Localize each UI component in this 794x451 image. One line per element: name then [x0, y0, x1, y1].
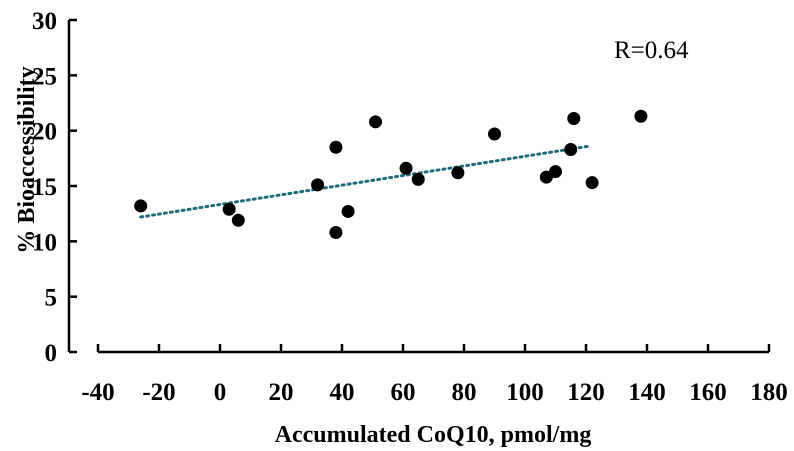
y-tick-label: 0	[45, 340, 58, 367]
y-tick-label: 30	[32, 8, 57, 35]
x-tick-label: 0	[214, 379, 227, 406]
data-point	[412, 173, 425, 186]
data-point	[342, 205, 355, 218]
data-point	[232, 214, 245, 227]
axes	[69, 20, 769, 352]
x-tick-label: 160	[689, 379, 727, 406]
data-point	[451, 166, 464, 179]
x-tick-label: 100	[506, 379, 544, 406]
data-point	[329, 141, 342, 154]
x-tick-label: 120	[567, 379, 605, 406]
data-point	[223, 203, 236, 216]
y-tick-label: 5	[45, 285, 58, 312]
data-point	[567, 112, 580, 125]
x-tick-label: 80	[452, 379, 477, 406]
data-points	[134, 110, 647, 239]
x-tick-label: 40	[330, 379, 355, 406]
data-point	[549, 165, 562, 178]
correlation-annotation: R=0.64	[614, 37, 689, 64]
x-tick-label: 180	[750, 379, 788, 406]
x-tick-label: -40	[81, 379, 114, 406]
data-point	[634, 110, 647, 123]
trendline-group	[141, 146, 589, 217]
trendline	[141, 146, 589, 217]
data-point	[488, 127, 501, 140]
y-axis-title: % Bioaccessibility	[14, 66, 40, 253]
x-tick-label: 140	[628, 379, 666, 406]
data-point	[400, 162, 413, 175]
x-axis-title: Accumulated CoQ10, pmol/mg	[275, 422, 592, 448]
data-point	[369, 115, 382, 128]
data-point	[134, 199, 147, 212]
data-point	[329, 226, 342, 239]
x-tick-label: -20	[142, 379, 175, 406]
x-tick-label: 20	[269, 379, 294, 406]
data-point	[586, 176, 599, 189]
data-point	[564, 143, 577, 156]
x-tick-label: 60	[391, 379, 416, 406]
data-point	[311, 178, 324, 191]
